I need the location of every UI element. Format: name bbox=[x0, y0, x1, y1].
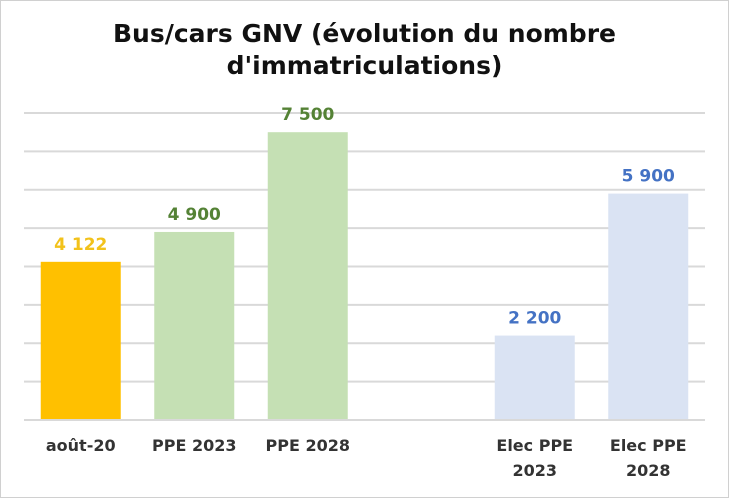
data-label: 7 500 bbox=[281, 105, 334, 125]
title-line-1: Bus/cars GNV (évolution du nombre bbox=[113, 19, 616, 48]
x-tick-label: Elec PPE bbox=[496, 436, 573, 455]
x-tick-label: PPE 2028 bbox=[266, 436, 350, 455]
x-tick-label: août-20 bbox=[46, 436, 116, 455]
data-label: 5 900 bbox=[622, 167, 675, 187]
x-tick-label: 2023 bbox=[512, 461, 557, 480]
x-tick-label: Elec PPE bbox=[610, 436, 687, 455]
bar bbox=[494, 335, 575, 420]
data-label: 2 200 bbox=[508, 309, 561, 329]
bar bbox=[40, 261, 121, 420]
x-tick-label: 2028 bbox=[626, 461, 671, 480]
chart-title: Bus/cars GNV (évolution du nombre d'imma… bbox=[0, 18, 729, 82]
bar bbox=[608, 193, 689, 420]
data-label: 4 122 bbox=[54, 235, 107, 255]
bar bbox=[154, 231, 235, 420]
data-label: 4 900 bbox=[168, 205, 221, 225]
title-line-2: d'immatriculations) bbox=[226, 51, 503, 80]
x-tick-label: PPE 2023 bbox=[152, 436, 236, 455]
bar bbox=[267, 132, 348, 420]
